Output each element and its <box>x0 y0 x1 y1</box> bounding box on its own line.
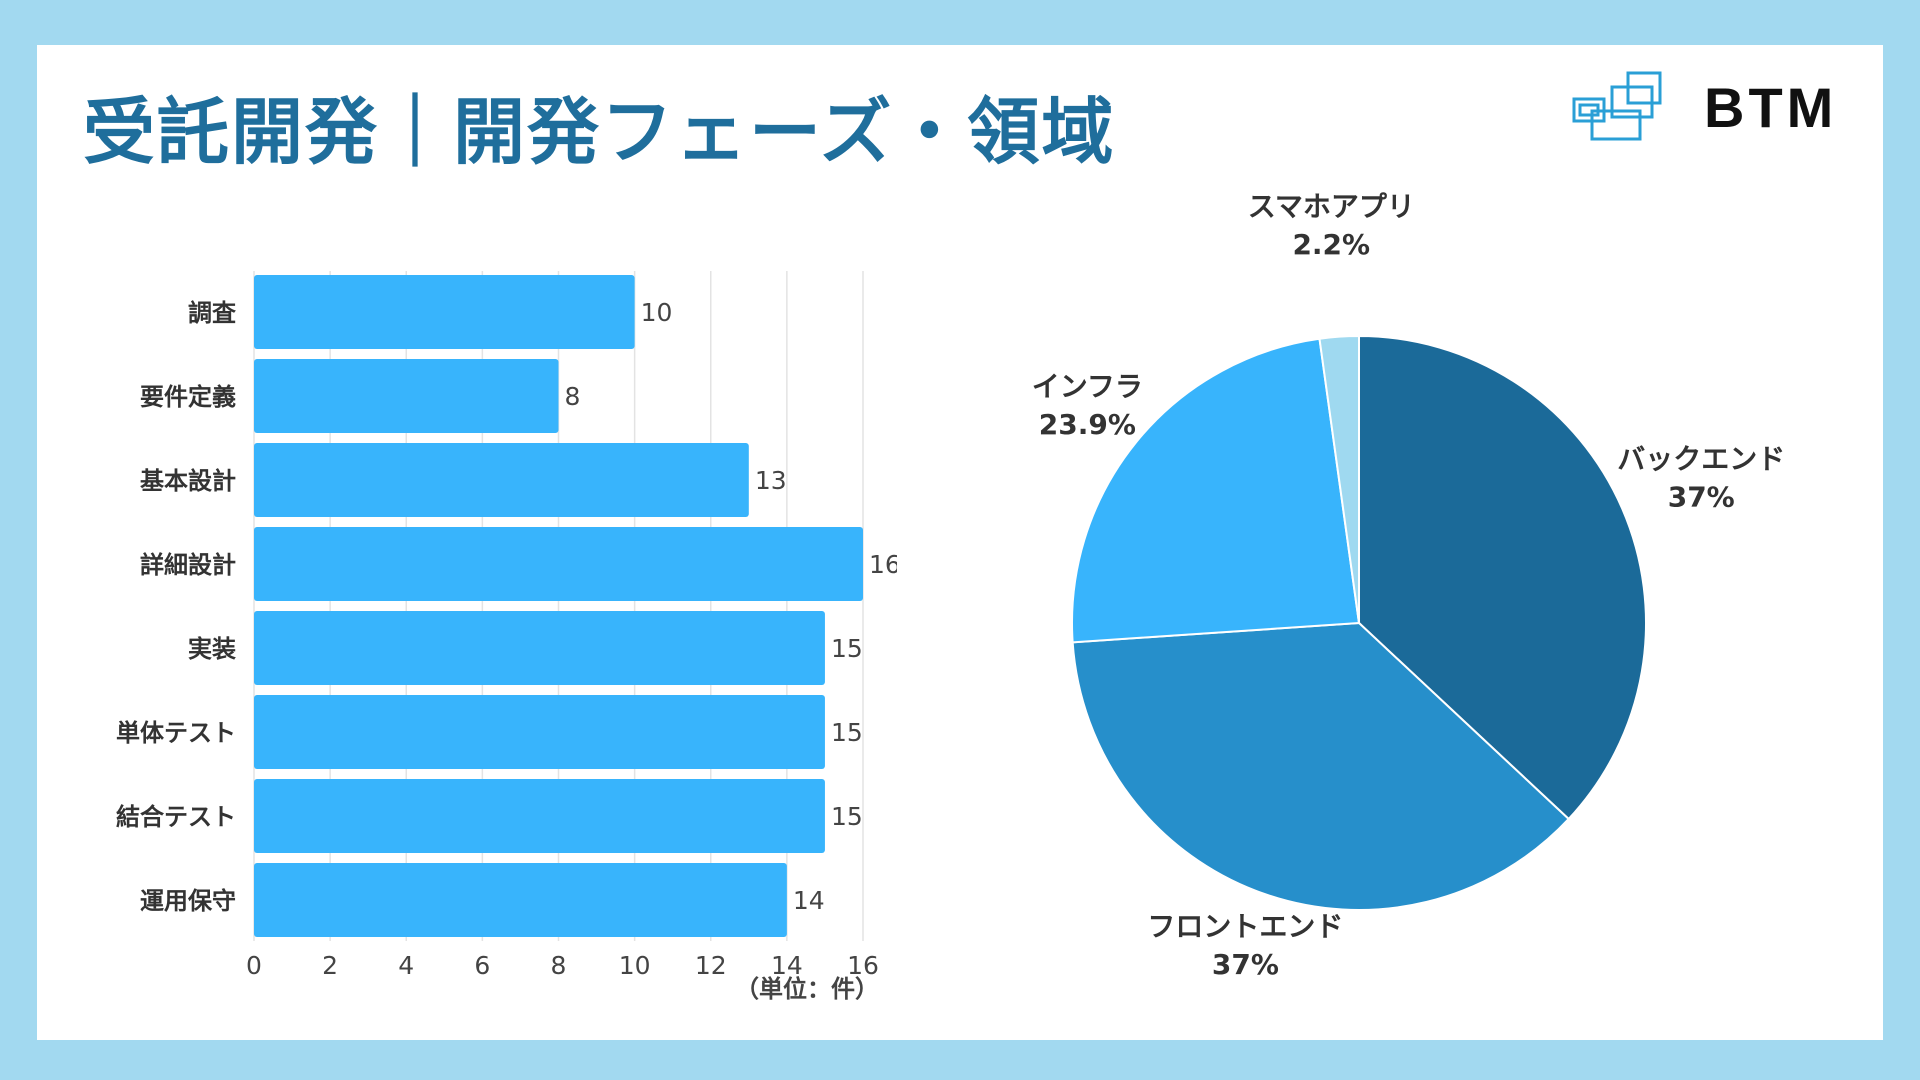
x-tick-label: 6 <box>474 951 490 980</box>
slice-value-label: 23.9% <box>1039 408 1136 441</box>
bar <box>254 695 825 769</box>
category-label: 調査 <box>188 299 236 327</box>
category-label: 運用保守 <box>140 887 236 915</box>
slice-label: インフラ <box>1032 370 1143 403</box>
x-tick-label: 4 <box>398 951 414 980</box>
bar <box>254 779 825 853</box>
bar-marks <box>254 275 863 937</box>
slice-label: バックエンド <box>1617 442 1785 475</box>
bar <box>254 527 863 601</box>
data-label: 14 <box>793 886 825 915</box>
x-tick-label: 0 <box>246 951 262 980</box>
x-tick-label: 16 <box>847 951 879 980</box>
pie-labels: バックエンド 37% フロントエンド 37% インフラ 23.9% スマホアプリ 2.2% <box>1032 190 1786 981</box>
pie-slices <box>1071 334 1647 912</box>
data-label: 16 <box>869 550 897 579</box>
bar <box>254 863 787 937</box>
data-label: 15 <box>831 634 863 663</box>
bar-chart: 0 2 4 6 8 10 12 14 16 調査 10 要件定義 8 基本設計 13 詳細設計 16 実装 15 単… <box>116 271 897 1003</box>
bar <box>254 275 635 349</box>
pie-slice <box>1071 337 1361 644</box>
category-label: 要件定義 <box>140 383 236 411</box>
data-label: 8 <box>565 382 581 411</box>
category-label: 基本設計 <box>140 467 236 495</box>
slice-value-label: 37% <box>1212 948 1279 981</box>
bar <box>254 443 749 517</box>
slice-label: スマホアプリ <box>1248 190 1415 223</box>
logo-text: BTM <box>1704 76 1838 139</box>
bar <box>254 359 559 433</box>
pie-slice <box>1071 621 1571 912</box>
data-label: 13 <box>755 466 787 495</box>
x-tick-label: 14 <box>771 951 803 980</box>
data-label: 15 <box>831 718 863 747</box>
slide-card: 受託開発｜開発フェーズ・領域 BTM 0 2 4 6 8 10 12 14 16 調査 10 要件定… <box>37 45 1883 1040</box>
category-label: 詳細設計 <box>140 551 236 579</box>
slice-label: フロントエンド <box>1147 910 1343 943</box>
category-label: 単体テスト <box>116 719 236 747</box>
bar-unit-label: （単位：件） <box>735 975 879 1003</box>
btm-logo: BTM <box>1572 71 1862 141</box>
bar <box>254 611 825 685</box>
x-tick-label: 8 <box>551 951 567 980</box>
x-tick-label: 12 <box>695 951 727 980</box>
category-label: 結合テスト <box>116 803 236 831</box>
bar-labels: 調査 10 要件定義 8 基本設計 13 詳細設計 16 実装 15 単体テスト 15 結合テスト 15 運… <box>116 298 897 915</box>
data-label: 15 <box>831 802 863 831</box>
logo-icon <box>1572 71 1662 141</box>
x-tick-label: 10 <box>619 951 651 980</box>
pie-slice <box>1358 334 1647 821</box>
data-label: 10 <box>641 298 673 327</box>
pie-slice <box>1318 334 1360 624</box>
pie-chart: バックエンド 37% フロントエンド 37% インフラ 23.9% スマホアプリ 2.2% <box>1032 190 1786 981</box>
x-tick-label: 2 <box>322 951 338 980</box>
slice-value-label: 2.2% <box>1292 228 1370 261</box>
category-label: 実装 <box>188 635 236 663</box>
slice-value-label: 37% <box>1668 480 1735 513</box>
page-title: 受託開発｜開発フェーズ・領域 <box>83 90 1116 174</box>
